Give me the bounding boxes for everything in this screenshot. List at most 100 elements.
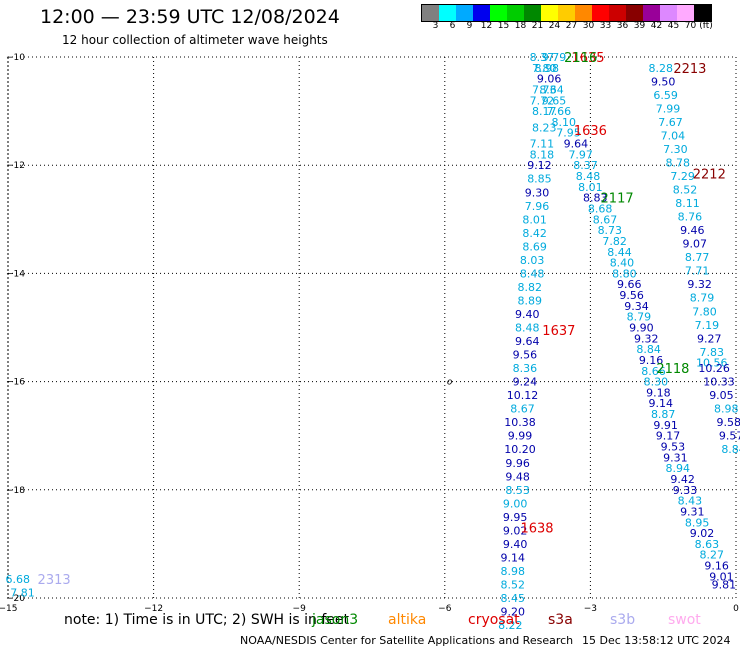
wave-height-value: 9.27 — [697, 332, 722, 345]
wave-height-value: 10.38 — [504, 416, 536, 429]
colorbar-label: 30 — [582, 21, 595, 31]
colorbar-swatch — [660, 5, 677, 21]
wave-height-value: 9.00 — [503, 497, 528, 510]
wave-height-value: 8.52 — [673, 184, 698, 197]
wave-height-value: 9.16 — [639, 354, 664, 367]
wave-height-value: 7.95 — [556, 127, 581, 140]
wave-height-value: 8.23 — [532, 121, 557, 134]
wave-height-value: 7.29 — [670, 170, 695, 183]
wave-height-value: 9.48 — [505, 470, 530, 483]
wave-height-value: 8.98 — [500, 565, 525, 578]
legend-cryosat: cryosat — [468, 612, 520, 628]
wave-height-value: 6.68 — [5, 573, 30, 586]
colorbar-swatch — [694, 5, 711, 21]
footer-note: note: 1) Time is in UTC; 2) SWH is in fe… — [64, 612, 350, 628]
pass-time-label: 2116 — [564, 51, 597, 66]
wave-height-value: 9.65 — [542, 94, 567, 107]
wave-height-value: 7.82 — [602, 235, 627, 248]
map-frame — [7, 56, 737, 599]
wave-height-value: 9.66 — [617, 278, 642, 291]
wave-height-value: 10.12 — [507, 389, 539, 402]
colorbar-swatch — [643, 5, 660, 21]
wave-height-value: 8.84 — [721, 443, 740, 456]
wave-height-value: 8.84 — [636, 343, 661, 356]
wave-height-value: 8.42 — [522, 227, 547, 240]
wave-height-value: 8.76 — [678, 211, 703, 224]
wave-height-value: 8.80 — [612, 267, 637, 280]
colorbar-swatch — [524, 5, 541, 21]
pass-time-label: 2118 — [656, 362, 689, 377]
wave-height-value: 8.63 — [695, 538, 720, 551]
wave-height-value: 9.02 — [503, 524, 528, 537]
wave-height-value: 9.56 — [513, 349, 538, 362]
wave-height-value: 8.17 — [532, 105, 557, 118]
wave-height-value: 9.64 — [564, 138, 589, 151]
wave-height-value: 9.07 — [682, 238, 707, 251]
wave-height-value: 9.64 — [515, 335, 540, 348]
wave-height-value: 9.30 — [525, 186, 550, 199]
x-tick-label: −6 — [438, 604, 452, 614]
wave-height-value: 8.64 — [539, 83, 564, 96]
wave-height-value: 9.95 — [503, 511, 528, 524]
legend-jason3: jason3 — [312, 612, 359, 628]
colorbar-swatch — [422, 5, 439, 21]
colorbar-label: 6 — [449, 21, 456, 31]
colorbar-swatch — [626, 5, 643, 21]
wave-height-value: 9.79 — [542, 51, 567, 64]
wave-height-value: 9.14 — [649, 397, 674, 410]
colorbar-swatch — [507, 5, 524, 21]
colorbar-swatch — [592, 5, 609, 21]
wave-height-value: 7.72 — [530, 94, 555, 107]
wave-height-value: 8.27 — [699, 549, 724, 562]
x-tick-label: 0 — [733, 604, 739, 614]
pass-time-label: 2213 — [673, 62, 706, 77]
wave-height-value: 7.66 — [547, 105, 572, 118]
wave-height-value: 9.99 — [508, 430, 533, 443]
wave-height-value: 9.12 — [527, 159, 552, 172]
wave-height-value: 9.53 — [661, 441, 686, 454]
wave-height-value: 8.48 — [515, 322, 540, 335]
wave-height-value: 9.81 — [712, 578, 737, 591]
legend-altika: altika — [388, 612, 427, 628]
wave-height-value: 8.79 — [627, 311, 652, 324]
wave-height-value: 8.45 — [500, 592, 525, 605]
generated-timestamp: 15 Dec 13:58:12 UTC 2024 — [582, 634, 731, 647]
wave-height-value: 7.30 — [663, 143, 688, 156]
wave-height-value: 7.83 — [699, 346, 724, 359]
colorbar-label: 33 — [599, 21, 612, 31]
wave-height-value: 8.44 — [607, 246, 632, 259]
colorbar-label: 12 — [480, 21, 493, 31]
wave-height-value: 8.73 — [598, 224, 623, 237]
wave-height-value: 9.06 — [537, 73, 562, 86]
wave-height-value: 8.10 — [551, 116, 576, 129]
wave-height-value: 9.01 — [709, 570, 734, 583]
wave-height-value: 8.48 — [576, 170, 601, 183]
wave-height-value: 8.01 — [578, 181, 603, 194]
wave-height-value: 7.97 — [568, 148, 593, 161]
wave-height-value: 9.24 — [513, 376, 538, 389]
wave-height-value: 8.77 — [685, 251, 710, 264]
colorbar-swatch — [575, 5, 592, 21]
y-tick-label: −12 — [6, 161, 25, 171]
wave-height-value: 9.42 — [670, 473, 695, 486]
wave-height-value: 10.33 — [703, 376, 735, 389]
colorbar-label: 21 — [531, 21, 544, 31]
colorbar-label: 45 — [667, 21, 680, 31]
colorbar-unit: (ft) — [699, 21, 713, 31]
wave-height-value: 8.22 — [498, 619, 523, 632]
wave-height-value: 6.59 — [653, 89, 678, 102]
wave-height-value: 8.95 — [685, 516, 710, 529]
y-tick-label: −20 — [6, 594, 25, 604]
wave-height-value: 10.56 — [696, 357, 728, 370]
pass-time-label: 2117 — [601, 192, 634, 207]
wave-height-colorbar — [421, 4, 712, 22]
wave-height-value: 7.73 — [532, 83, 557, 96]
wave-height-value: 9.32 — [634, 332, 659, 345]
pass-time-label: 1638 — [520, 522, 553, 537]
wave-height-value: 9.14 — [500, 551, 525, 564]
wave-height-value: 9.31 — [680, 505, 705, 518]
wave-height-value: 8.94 — [666, 462, 691, 475]
colorbar-swatch — [490, 5, 507, 21]
wave-height-value: 7.96 — [525, 200, 550, 213]
